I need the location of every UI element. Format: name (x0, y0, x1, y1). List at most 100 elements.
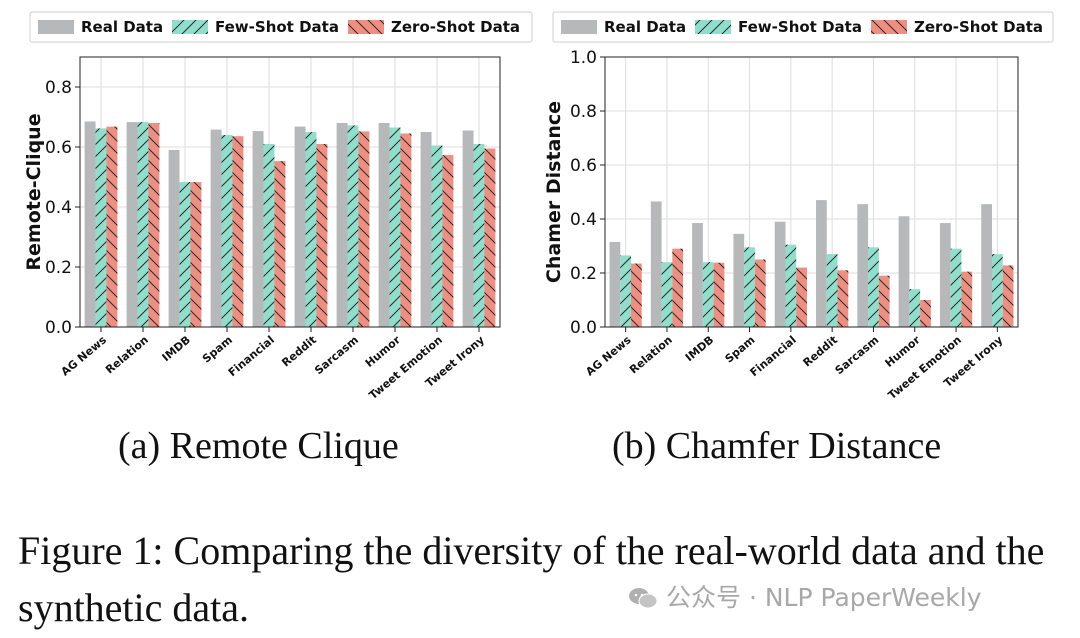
legend-label-real-data: Real Data (81, 18, 163, 36)
y-tick-label: 0.0 (45, 318, 72, 338)
bar-hatch-few-shot-data-sarcasm (868, 247, 879, 327)
x-tick-label: Reddit (801, 333, 841, 369)
bar-real-data-financial (774, 221, 786, 327)
legend-label-zero-shot-data: Zero-Shot Data (914, 18, 1043, 36)
bar-hatch-zero-shot-data-imdb (190, 182, 202, 327)
bar-real-data-reddit (294, 126, 306, 327)
bar-real-data-tweet-emotion (939, 223, 951, 327)
x-tick-label: IMDB (683, 333, 716, 364)
x-tick-label: AG News (59, 333, 110, 378)
legend-swatch-hatch-zero-shot-data (871, 20, 907, 34)
bar-real-data-sarcasm (857, 204, 869, 327)
bar-hatch-zero-shot-data-humor (400, 133, 412, 327)
y-tick-label: 0.0 (570, 318, 597, 338)
caption-remote-clique: (a) Remote Clique (118, 425, 399, 467)
bar-hatch-zero-shot-data-imdb (713, 262, 725, 327)
bar-hatch-zero-shot-data-tweet-emotion (961, 271, 973, 327)
bar-hatch-few-shot-data-ag-news (95, 128, 107, 327)
bar-hatch-zero-shot-data-ag-news (106, 126, 118, 327)
bar-hatch-few-shot-data-spam (221, 135, 233, 327)
bar-hatch-few-shot-data-relation (137, 122, 149, 327)
bar-hatch-zero-shot-data-relation (672, 248, 684, 327)
x-tick-label: Relation (103, 333, 151, 376)
legend-swatch-hatch-zero-shot-data (348, 20, 384, 34)
bar-hatch-few-shot-data-imdb (702, 262, 714, 327)
bar-hatch-few-shot-data-reddit (305, 132, 317, 327)
bar-hatch-zero-shot-data-tweet-irony (484, 148, 496, 327)
x-tick-label: Financial (748, 333, 799, 379)
chart-chamfer-distance: Real Data Few-Shot Data Zero-Shot Data 0.0 0… (543, 11, 1054, 402)
legend-swatch-hatch-few-shot-data (695, 20, 731, 34)
bar-hatch-zero-shot-data-sarcasm (358, 131, 370, 327)
bar-real-data-sarcasm (336, 123, 348, 327)
y-tick-label: 0.8 (45, 78, 72, 98)
figure-caption: Figure 1: Comparing the diversity of the… (18, 528, 1045, 630)
x-tick-label: Sarcasm (833, 333, 882, 377)
y-tick-label: 1.0 (570, 48, 597, 68)
legend: Real Data Few-Shot Data Zero-Shot Data (552, 11, 1054, 43)
x-tick-label: Spam (723, 333, 758, 365)
x-tick-label: IMDB (160, 333, 193, 364)
bar-real-data-spam (733, 233, 745, 327)
x-tick-label: Sarcasm (312, 333, 361, 377)
bar-hatch-zero-shot-data-reddit (316, 144, 328, 327)
bar-hatch-zero-shot-data-spam (232, 136, 244, 327)
x-tick-label: AG News (583, 333, 634, 378)
x-tick-label: Humor (883, 333, 924, 370)
wechat-icon (629, 588, 658, 609)
watermark: 公众号 · NLP PaperWeekly (628, 578, 982, 614)
y-tick-label: 0.6 (45, 138, 72, 158)
plot-frame (604, 56, 1019, 328)
bar-real-data-spam (210, 129, 222, 327)
bar-real-data-financial (252, 131, 264, 327)
bar-real-data-tweet-irony (462, 130, 474, 327)
chart-remote-clique: Real Data Few-Shot Data Zero-Shot Data 0.0 0… (23, 11, 533, 402)
bar-real-data-relation (126, 122, 138, 327)
bar-hatch-zero-shot-data-financial (274, 161, 286, 327)
legend-frame (552, 11, 1054, 43)
y-tick-label: 0.8 (570, 102, 597, 122)
y-tick-label: 0.2 (570, 264, 597, 284)
y-tick-label: 0.6 (570, 156, 597, 176)
bar-real-data-tweet-emotion (420, 132, 432, 327)
legend-swatch-real-data (38, 20, 74, 34)
legend-label-zero-shot-data: Zero-Shot Data (391, 18, 520, 36)
y-tick-label: 0.4 (45, 198, 72, 218)
bar-hatch-zero-shot-data-financial (796, 267, 807, 327)
bar-real-data-ag-news (84, 121, 96, 327)
bar-real-data-imdb (168, 150, 180, 327)
bar-real-data-humor (898, 216, 910, 327)
bar-hatch-few-shot-data-relation (661, 262, 673, 327)
bar-real-data-tweet-irony (981, 204, 992, 327)
bar-real-data-humor (378, 123, 390, 327)
legend: Real Data Few-Shot Data Zero-Shot Data (29, 11, 533, 43)
bar-real-data-reddit (816, 200, 827, 327)
bar-hatch-few-shot-data-humor (909, 289, 921, 327)
watermark-text: 公众号 · NLP PaperWeekly (666, 583, 982, 612)
bar-hatch-few-shot-data-tweet-emotion (431, 145, 443, 327)
bar-hatch-few-shot-data-tweet-irony (991, 254, 1003, 327)
caption-chamfer-distance: (b) Chamfer Distance (612, 425, 942, 467)
x-tick-label: Financial (226, 333, 277, 379)
bar-hatch-zero-shot-data-tweet-emotion (442, 155, 454, 327)
x-tick-label: Tweet Emotion (886, 333, 964, 402)
legend-label-few-shot-data: Few-Shot Data (738, 18, 862, 36)
bar-hatch-zero-shot-data-tweet-irony (1002, 265, 1014, 327)
plot-frame (79, 56, 501, 328)
x-tick-label: Reddit (279, 333, 319, 369)
x-tick-label: Spam (200, 333, 235, 365)
bar-hatch-zero-shot-data-humor (920, 300, 931, 327)
bar-hatch-few-shot-data-sarcasm (347, 125, 359, 328)
bar-real-data-relation (650, 201, 662, 327)
bar-hatch-few-shot-data-reddit (826, 254, 838, 327)
bar-hatch-few-shot-data-financial (785, 244, 797, 327)
y-axis-label: Remote-Clique (23, 113, 45, 270)
bar-hatch-zero-shot-data-spam (754, 259, 766, 327)
bar-hatch-few-shot-data-financial (263, 144, 275, 327)
bar-hatch-zero-shot-data-reddit (837, 270, 849, 327)
x-tick-label: Humor (363, 333, 404, 370)
bar-real-data-ag-news (609, 241, 621, 327)
bar-hatch-few-shot-data-spam (744, 247, 755, 327)
bar-hatch-zero-shot-data-relation (148, 123, 160, 327)
legend-swatch-hatch-few-shot-data (172, 20, 208, 34)
